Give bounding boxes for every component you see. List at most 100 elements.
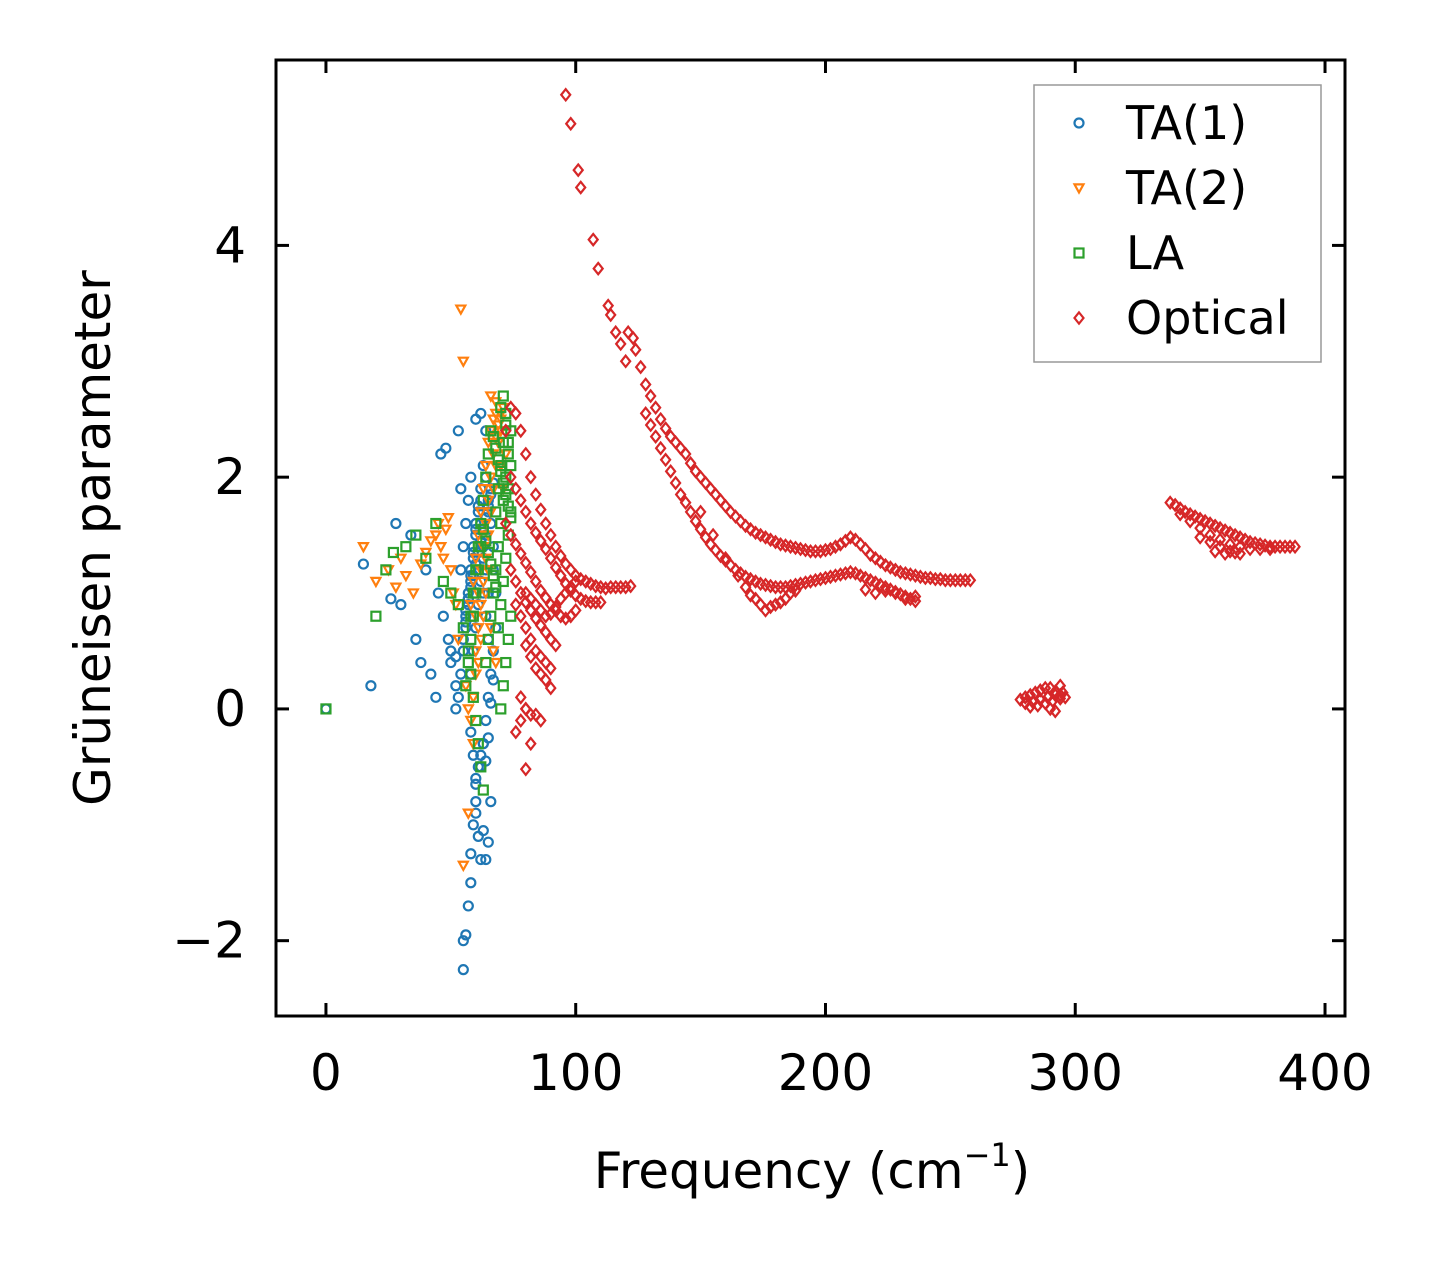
data-point — [799, 575, 812, 590]
data-point — [614, 336, 627, 352]
axis-ticks: 0 100 200 300 400 −2 0 2 4 — [172, 60, 1373, 1102]
data-point — [539, 541, 552, 557]
data-point — [495, 459, 507, 472]
data-point — [476, 484, 490, 496]
data-point — [480, 535, 492, 547]
data-point — [639, 406, 652, 421]
series-optical — [499, 87, 1301, 777]
data-point — [624, 578, 637, 594]
data-point — [1204, 534, 1217, 550]
data-point — [549, 599, 562, 615]
data-point — [814, 543, 827, 559]
data-point — [524, 736, 537, 752]
data-point — [869, 550, 882, 566]
data-point — [489, 657, 503, 670]
data-point — [502, 529, 514, 541]
data-point — [514, 689, 527, 705]
data-point — [504, 469, 517, 485]
data-point — [809, 572, 822, 588]
data-point — [500, 419, 512, 431]
data-point — [587, 232, 600, 247]
data-point — [544, 680, 557, 696]
data-point — [469, 553, 483, 566]
legend-entry: Optical — [1073, 291, 1288, 345]
data-point — [465, 877, 477, 889]
data-point — [539, 516, 552, 531]
x-axis-title: Frequency (cm−1) — [594, 1136, 1031, 1200]
data-point — [669, 475, 682, 491]
data-point — [559, 611, 572, 626]
data-point — [387, 546, 399, 559]
data-point — [1184, 513, 1197, 529]
data-point — [497, 390, 509, 402]
data-point — [564, 116, 577, 132]
data-point — [874, 554, 887, 570]
data-point — [1229, 545, 1242, 560]
data-point — [425, 668, 437, 680]
data-point — [539, 625, 552, 640]
data-point — [365, 680, 377, 692]
data-point — [519, 446, 532, 462]
y-tick-label: 4 — [214, 216, 246, 274]
data-point — [509, 406, 522, 421]
data-point — [492, 541, 504, 553]
data-point — [554, 568, 567, 584]
data-point — [514, 713, 527, 728]
data-point — [471, 623, 485, 635]
data-point — [654, 411, 667, 427]
data-point — [437, 575, 449, 588]
data-point — [380, 564, 392, 576]
data-point — [395, 599, 407, 611]
data-point — [389, 582, 403, 595]
data-point — [477, 523, 489, 535]
data-point — [452, 599, 464, 611]
data-point — [574, 180, 587, 195]
data-point — [1289, 539, 1301, 555]
data-point — [654, 440, 667, 456]
legend-marker — [1073, 247, 1085, 259]
data-point — [539, 590, 552, 606]
data-point — [684, 455, 697, 471]
data-point — [470, 772, 482, 785]
data-point — [899, 591, 912, 607]
data-point — [627, 330, 640, 346]
data-point — [485, 610, 497, 622]
data-point — [470, 796, 482, 808]
data-point — [634, 359, 647, 375]
data-point — [739, 518, 752, 534]
data-point — [457, 964, 469, 976]
data-point — [814, 571, 827, 587]
data-point — [889, 585, 902, 601]
plot-frame — [274, 58, 1347, 1018]
data-point — [460, 680, 472, 692]
data-point — [599, 581, 612, 596]
data-point — [679, 495, 692, 511]
data-point — [784, 585, 797, 601]
data-point — [659, 421, 672, 436]
data-point — [472, 564, 484, 576]
x-tick-label: 400 — [1277, 1044, 1372, 1102]
data-point — [569, 574, 582, 589]
data-point — [684, 504, 697, 520]
data-point — [454, 304, 468, 316]
data-point — [1034, 682, 1047, 698]
data-point — [824, 541, 837, 557]
data-point — [400, 541, 412, 553]
data-point — [679, 446, 692, 462]
data-point — [509, 481, 522, 497]
data-point — [467, 691, 479, 703]
data-point — [707, 527, 719, 543]
data-point — [514, 608, 527, 624]
data-point — [497, 436, 509, 448]
data-point — [490, 581, 502, 593]
data-point — [462, 656, 474, 669]
data-point — [470, 714, 482, 727]
data-point — [452, 425, 464, 437]
x-axis-title-end: ) — [1011, 1142, 1031, 1200]
data-point — [744, 521, 757, 537]
data-point — [477, 824, 489, 837]
data-point — [519, 504, 532, 520]
data-point — [475, 853, 487, 866]
data-point — [369, 576, 383, 589]
